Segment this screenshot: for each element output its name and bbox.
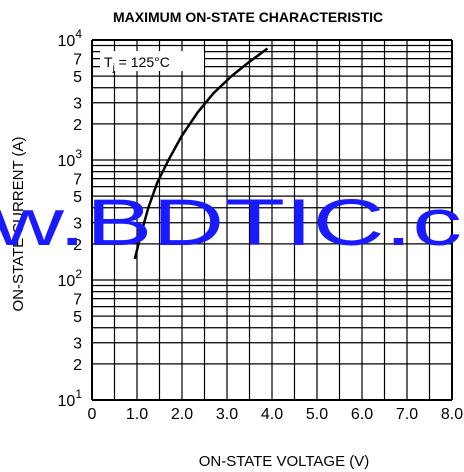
x-tick-label: 8.0 xyxy=(441,406,463,423)
grid xyxy=(91,39,453,401)
y-tick-label: 7 xyxy=(73,52,82,69)
y-tick-label: 3 xyxy=(73,216,82,233)
annotation: Tj = 125°C xyxy=(100,51,204,74)
y-tick-label: 103 xyxy=(58,147,83,170)
x-tick-label: 6.0 xyxy=(351,406,373,423)
y-tick-label: 2 xyxy=(73,357,82,374)
y-tick-label: 3 xyxy=(73,336,82,353)
y-tick-label: 7 xyxy=(73,292,82,309)
watermark-text: w.BDTIC.c xyxy=(0,185,462,259)
y-tick-label: 2 xyxy=(73,117,82,134)
y-tick-label: 7 xyxy=(73,172,82,189)
y-axis-label: ON-STATE CURRENT (A) xyxy=(10,136,27,311)
y-tick-label: 5 xyxy=(73,189,82,206)
x-tick-label: 7.0 xyxy=(396,406,418,423)
x-tick-label: 5.0 xyxy=(306,406,328,423)
y-tick-label: 2 xyxy=(73,237,82,254)
y-tick-label: 5 xyxy=(73,309,82,326)
x-tick-labels: 0 1.0 2.0 3.0 4.0 5.0 6.0 7.0 8.0 xyxy=(88,406,464,423)
annotation-label: Tj = 125°C xyxy=(104,54,170,74)
y-tick-label: 5 xyxy=(73,69,82,86)
x-axis-label: ON-STATE VOLTAGE (V) xyxy=(199,453,370,470)
chart-title: MAXIMUM ON-STATE CHARACTERISTIC xyxy=(113,9,383,25)
x-tick-label: 3.0 xyxy=(216,406,238,423)
y-tick-label: 101 xyxy=(58,387,83,410)
x-tick-label: 0 xyxy=(88,406,97,423)
curve-layer xyxy=(133,47,269,260)
series-line xyxy=(133,47,269,260)
x-tick-label: 2.0 xyxy=(171,406,193,423)
y-tick-label: 104 xyxy=(58,27,83,50)
x-tick-label: 1.0 xyxy=(126,406,148,423)
annotation-background xyxy=(100,51,204,71)
y-tick-label: 3 xyxy=(73,96,82,113)
y-tick-label: 102 xyxy=(58,267,83,290)
x-tick-label: 4.0 xyxy=(261,406,283,423)
